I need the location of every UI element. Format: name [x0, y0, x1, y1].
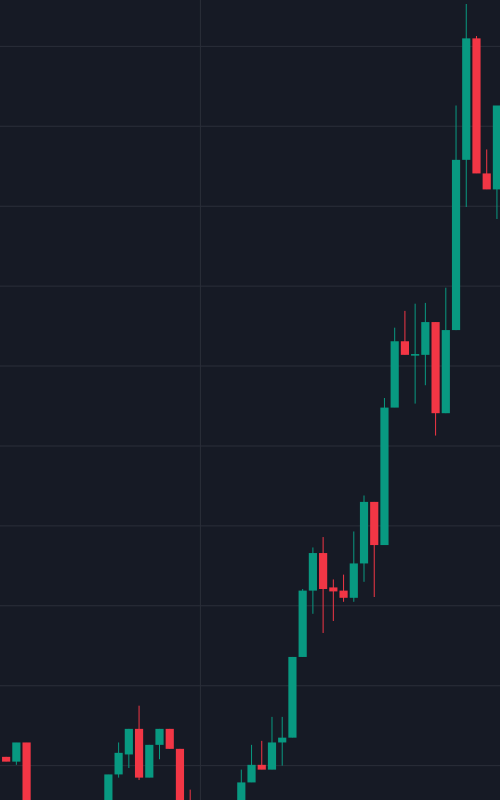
candle-body [247, 764, 256, 783]
candle-body [155, 728, 164, 745]
candle-body [134, 728, 144, 778]
candle-body [339, 590, 348, 598]
candle-body [482, 173, 491, 190]
candle-body [2, 756, 11, 762]
candle-body [278, 737, 287, 743]
candle-body [288, 656, 297, 738]
candle-body [104, 774, 113, 800]
candle-body [114, 752, 123, 775]
candle-body [22, 742, 31, 800]
candle-body [267, 742, 277, 770]
candle-body [462, 38, 471, 160]
candle-body [12, 742, 21, 762]
candle-body [400, 341, 409, 355]
candle-body [359, 501, 369, 564]
candle-body [472, 38, 481, 174]
candle-body [441, 330, 450, 414]
candle-body [431, 322, 440, 414]
candle-body [237, 782, 246, 800]
candle-body [257, 764, 266, 770]
candle-body [390, 341, 399, 408]
candle-body [451, 159, 461, 331]
candle-body [492, 105, 500, 190]
candle-body [329, 587, 338, 592]
candle-body [145, 744, 154, 778]
candle-body [411, 354, 420, 356]
candle-body [319, 553, 328, 590]
candle-body [124, 728, 133, 755]
candle-body [380, 407, 389, 546]
candle-body [370, 501, 379, 546]
candle-body [421, 322, 430, 355]
candle-body [298, 590, 307, 657]
candle-body [165, 728, 174, 749]
candle-body [175, 748, 185, 800]
candle-body [308, 553, 317, 591]
candle-body [349, 563, 358, 598]
